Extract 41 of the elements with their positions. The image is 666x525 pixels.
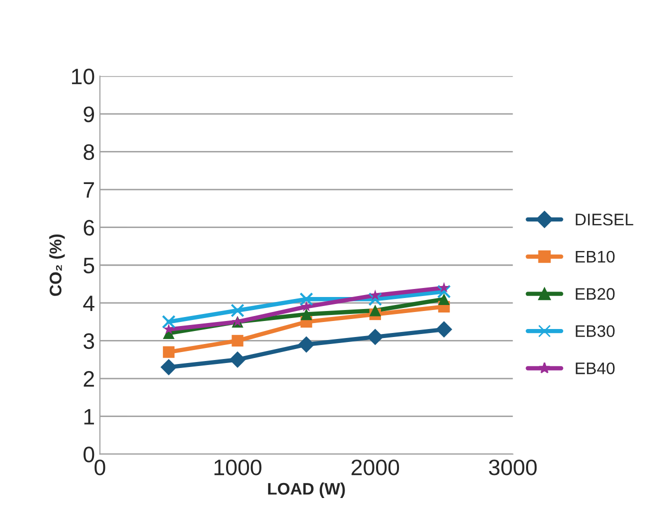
point [232,334,244,347]
point [438,293,450,305]
x-tick-label: 2000 [352,460,400,476]
y-tick-label: 6 [84,220,94,236]
point [229,351,246,368]
x-tick-label: 0 [94,460,106,476]
y-axis-title: CO₂ (%) [49,234,65,296]
point [160,358,177,376]
y-tick-label: 1 [84,409,94,424]
legend-label: EB40 [576,362,615,374]
point [368,292,382,306]
x-tick-label: 1000 [214,460,262,476]
legend-label: EB30 [576,325,615,338]
y-tick-label: 8 [84,144,94,160]
y-tick-label: 7 [84,182,94,198]
point [298,336,315,353]
point [162,346,175,358]
point [366,328,384,346]
point [437,284,451,298]
point [162,314,176,329]
point [230,304,244,318]
point [369,304,381,316]
y-tick-label: 9 [84,106,94,122]
y-tick-label: 0 [84,446,94,462]
x-tick-label: 3000 [488,460,537,476]
point [163,324,174,334]
point [300,300,312,312]
point [436,321,452,338]
y-tick-label: 10 [72,68,94,84]
y-tick-label: 3 [84,333,94,349]
x-axis-title: LOAD (W) [268,482,345,498]
legend-label: EB10 [576,250,615,263]
y-tick-label: 4 [83,296,94,311]
point [300,308,312,320]
point [370,290,381,300]
legend-label: DIESEL [576,214,634,226]
y-tick-label: 2 [84,371,94,387]
legend-label: EB20 [576,288,615,300]
point [300,292,314,306]
y-tick-label: 5 [84,258,94,274]
point [438,282,450,293]
